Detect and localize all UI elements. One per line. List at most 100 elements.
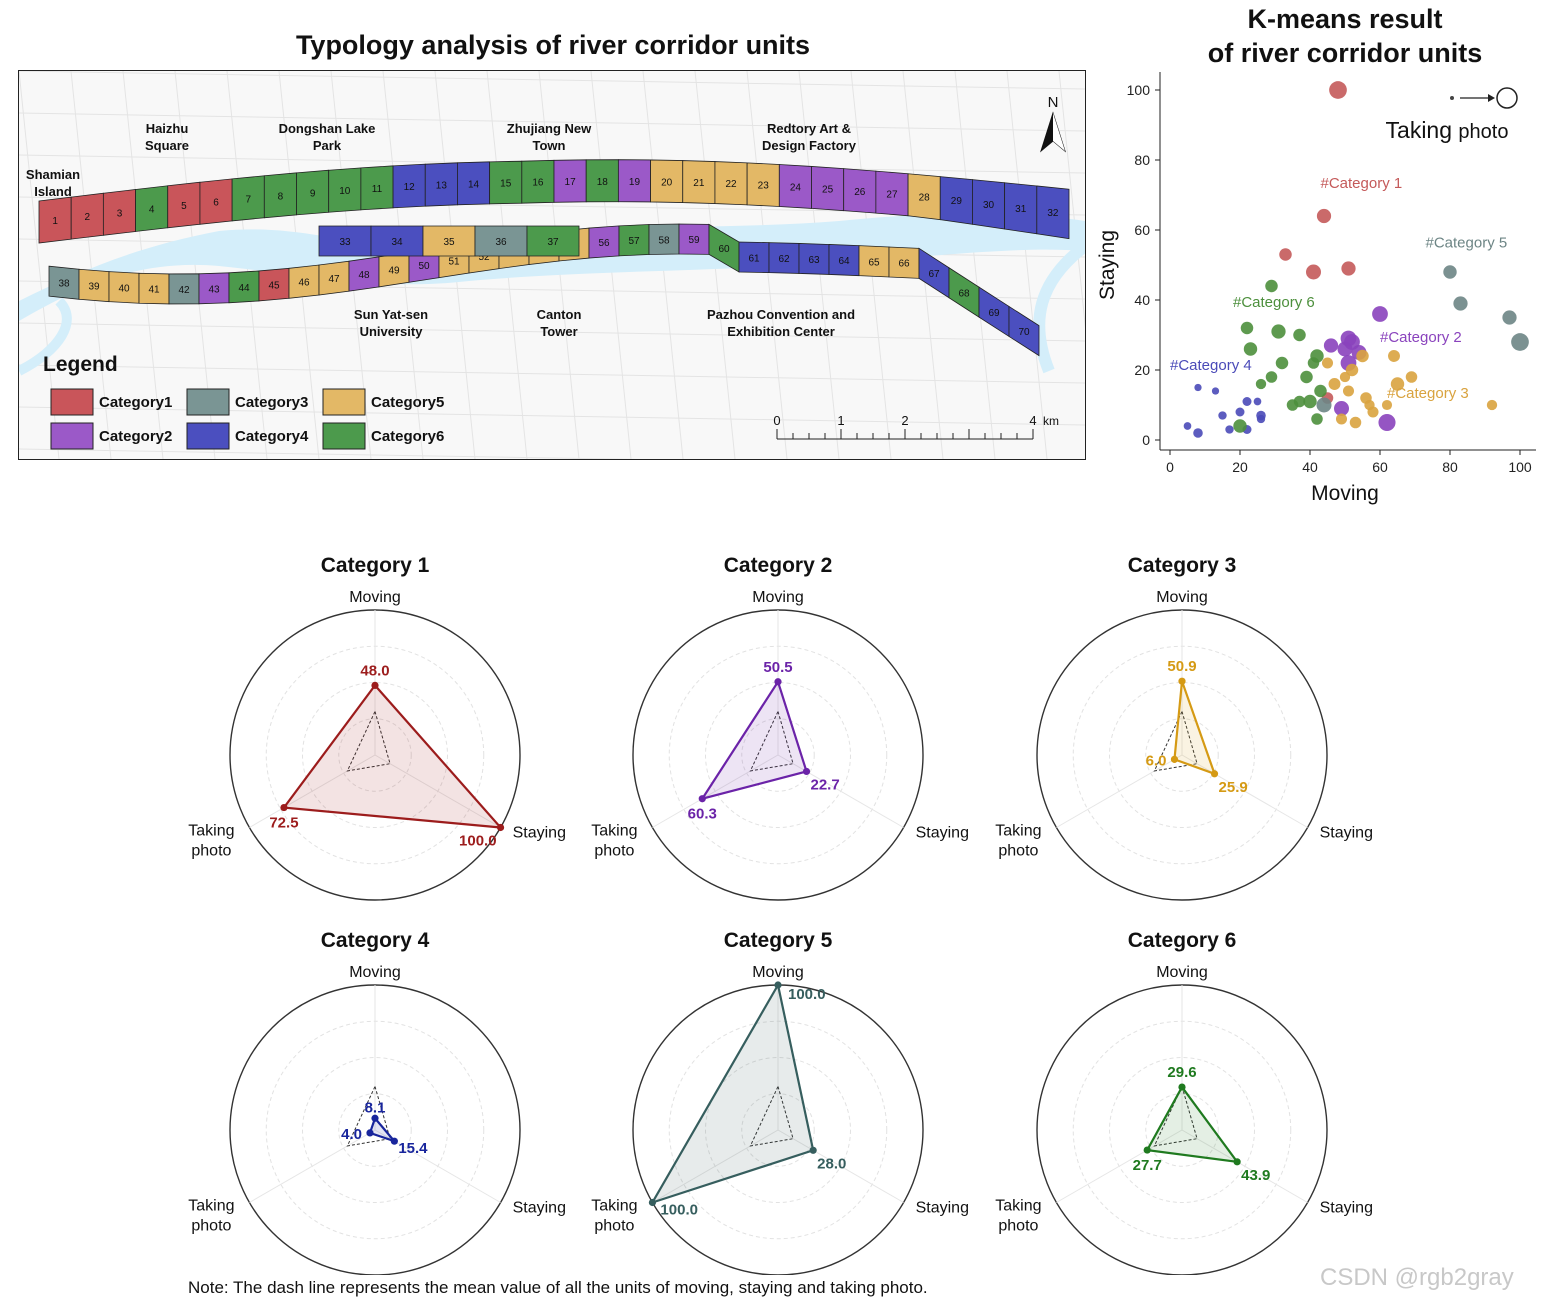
- place-label: Dongshan Lake Park: [279, 121, 376, 153]
- unit-label: 12: [404, 182, 416, 193]
- value-label: 28.0: [817, 1155, 846, 1172]
- axis-label-taking-photo: Taking photo: [188, 823, 234, 860]
- corridor-units: 1 2 3 4 5 6 7 8 9 10 11 12 13 14 15 16 17 18 19 20 21 22 23 24 2…: [38, 159, 1070, 357]
- scatter-point: [1405, 371, 1418, 383]
- scatter-point: [1323, 338, 1339, 353]
- value-point: [1210, 770, 1219, 778]
- scatter-point: [1311, 413, 1323, 425]
- note-text: Note: The dash line represents the mean …: [188, 1278, 928, 1297]
- series--category-2: [1323, 306, 1396, 432]
- radar-grid-ring: [302, 1057, 448, 1203]
- radar-6: Category 6 Moving Staying Taking photo 29.6 43…: [995, 929, 1373, 1275]
- scatter-point: [1271, 324, 1286, 339]
- unit-label: 40: [118, 283, 130, 294]
- value-polygon: [281, 683, 504, 829]
- value-label: 29.6: [1167, 1064, 1196, 1081]
- unit-label: 11: [372, 184, 383, 195]
- scatter-point: [1293, 328, 1306, 342]
- series-label: #Category 4: [1170, 357, 1252, 374]
- axis-label-moving: Moving: [1156, 589, 1208, 606]
- radar-spoke: [1056, 1129, 1183, 1203]
- axis-label-moving: Moving: [349, 964, 401, 981]
- legend-swatch: [186, 388, 230, 416]
- unit-label: 36: [495, 237, 507, 248]
- legend-label: Category5: [371, 394, 444, 411]
- unit-label: 46: [298, 278, 310, 289]
- radar-grid-ring: [705, 1057, 851, 1203]
- kmeans-title-line-2: of river corridor units: [1207, 38, 1483, 68]
- street-line: [19, 364, 1085, 384]
- place-label: Canton Tower: [537, 307, 582, 339]
- scatter-point: [1345, 363, 1359, 377]
- radar-4: Category 4 Moving Staying Taking photo 8.1 15.…: [188, 929, 566, 1275]
- unit-label: 31: [1015, 204, 1027, 215]
- radar-grid-ring: [1109, 1057, 1255, 1203]
- scatter-point: [1265, 371, 1278, 383]
- unit-70: [1008, 305, 1040, 357]
- scatter-point: [1218, 411, 1227, 420]
- unit-label: 5: [181, 201, 187, 212]
- unit-label: 21: [693, 178, 705, 189]
- x-tick-label: 20: [1232, 459, 1248, 475]
- street-line: [1006, 71, 1048, 459]
- scatter-point: [1240, 321, 1254, 335]
- series--category-6: [1233, 279, 1327, 433]
- unit-label: 17: [565, 177, 577, 188]
- legend-swatch: [50, 388, 94, 416]
- series-label: #Category 3: [1387, 385, 1469, 402]
- unit-label: 51: [448, 256, 460, 267]
- unit-label: 42: [178, 285, 190, 296]
- place-label: Sun Yat-sen University: [354, 307, 428, 339]
- scatter-point: [1211, 387, 1220, 395]
- legend-title: Legend: [43, 353, 118, 376]
- scatter-point: [1316, 208, 1332, 224]
- series-label: #Category 6: [1233, 294, 1315, 311]
- value-label: 48.0: [360, 662, 389, 679]
- series--category-3: [1321, 349, 1498, 429]
- legend-label: Category4: [235, 428, 309, 445]
- scatter-point: [1378, 413, 1396, 432]
- legend-swatch: [322, 388, 366, 416]
- scatter-point: [1193, 428, 1203, 438]
- mean-triangle: [1153, 1085, 1198, 1147]
- radar-grid-ring: [705, 682, 851, 828]
- unit-label: 41: [148, 285, 160, 296]
- axis-label-staying: Staying: [916, 825, 969, 842]
- unit-label: 70: [1018, 327, 1030, 338]
- value-polygon: [699, 679, 808, 801]
- axis-label-taking-photo: Taking photo: [591, 823, 637, 860]
- legend-swatch: [186, 422, 230, 450]
- radar-spoke: [652, 1129, 779, 1203]
- scatter-point: [1183, 422, 1192, 430]
- river-branch: [1033, 241, 1085, 374]
- unit-label: 48: [358, 270, 370, 281]
- scatter-point: [1344, 334, 1360, 350]
- y-axis-label: Staying: [1096, 230, 1119, 300]
- value-point: [1143, 1146, 1151, 1154]
- axis-label-taking-photo: Taking photo: [995, 1198, 1041, 1235]
- value-point: [774, 678, 782, 686]
- unit-label: 33: [339, 237, 351, 248]
- scatter-point: [1256, 410, 1266, 421]
- y-tick-label: 100: [1127, 82, 1151, 98]
- value-point: [698, 795, 706, 803]
- unit-label: 13: [436, 180, 448, 191]
- radar-title: Category 4: [321, 929, 430, 952]
- series-label: #Category 1: [1321, 175, 1403, 192]
- legend-label: Category6: [371, 428, 444, 445]
- unit-label: 3: [117, 208, 123, 219]
- unit-37: [526, 225, 580, 257]
- y-tick-label: 0: [1142, 432, 1150, 448]
- street-line: [19, 112, 1085, 132]
- series-label: #Category 2: [1380, 329, 1462, 346]
- radar-spoke: [777, 754, 904, 828]
- place-label: Pazhou Convention and Exhibition Center: [707, 307, 855, 339]
- scatter-point: [1360, 392, 1372, 404]
- value-point: [648, 1198, 657, 1207]
- x-tick-label: 100: [1508, 459, 1532, 475]
- place-label: Zhujiang New Town: [507, 121, 592, 153]
- radar-grid-ring: [1109, 682, 1255, 828]
- kmeans-title-line-1: K-means result: [1247, 4, 1443, 34]
- unit-label: 44: [238, 283, 250, 294]
- scatter-point: [1388, 350, 1400, 362]
